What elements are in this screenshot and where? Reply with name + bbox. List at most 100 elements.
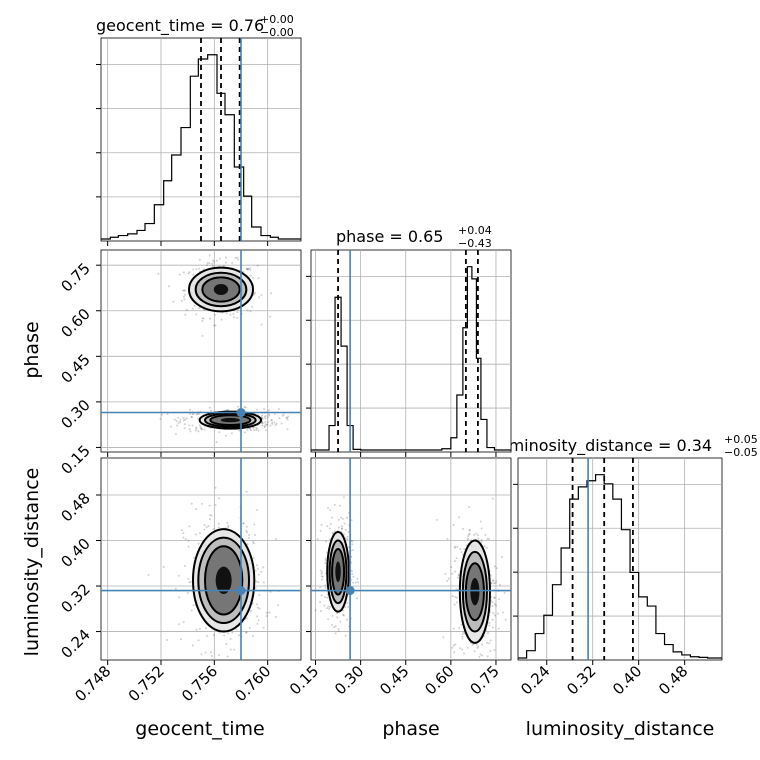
- density-core: [220, 417, 240, 423]
- sample-point: [180, 300, 183, 303]
- sample-point: [251, 276, 254, 279]
- sample-point: [319, 610, 322, 613]
- sample-point: [193, 304, 196, 307]
- sample-point: [256, 622, 259, 625]
- sample-point: [276, 604, 279, 607]
- sample-point: [320, 572, 323, 575]
- sample-point: [217, 497, 220, 500]
- sample-point: [245, 529, 248, 532]
- sample-point: [220, 318, 223, 321]
- sample-point: [486, 641, 489, 644]
- sample-point: [258, 296, 261, 299]
- sample-point: [231, 261, 234, 264]
- sample-point: [480, 527, 483, 530]
- xlabel-luminosity-distance: luminosity_distance: [526, 718, 715, 740]
- sample-point: [352, 581, 355, 584]
- sample-point: [262, 626, 265, 629]
- sample-point: [197, 639, 200, 642]
- sample-point: [209, 409, 212, 412]
- sample-point: [187, 272, 190, 275]
- sample-point: [457, 574, 460, 577]
- sample-point: [324, 562, 327, 565]
- sample-point: [264, 417, 267, 420]
- sample-point: [189, 430, 192, 433]
- sample-point: [333, 530, 336, 533]
- sample-point: [286, 428, 289, 431]
- sample-point: [244, 406, 247, 409]
- sample-point: [245, 525, 248, 528]
- sample-point: [442, 636, 445, 639]
- sample-point: [249, 429, 252, 432]
- sample-point: [451, 572, 454, 575]
- contour-line: [188, 266, 254, 313]
- contour-line: [194, 271, 248, 308]
- x-ticklabel-luminosity_distance: 0.40: [609, 662, 645, 698]
- sample-point: [249, 310, 252, 313]
- sample-point: [451, 646, 454, 649]
- sample-point: [159, 417, 162, 420]
- sample-point: [251, 540, 254, 543]
- sample-point: [466, 646, 469, 649]
- sample-point: [487, 631, 490, 634]
- sample-point: [195, 313, 198, 316]
- sample-point: [495, 567, 498, 570]
- sample-point: [205, 526, 208, 529]
- sample-point: [217, 526, 220, 529]
- sample-point: [203, 528, 206, 531]
- contour-line: [209, 414, 252, 426]
- sample-point: [468, 532, 471, 535]
- sample-point: [184, 313, 187, 316]
- sample-point: [453, 545, 456, 548]
- sample-point: [356, 577, 359, 580]
- y-ticklabel-luminosity_distance: 0.24: [57, 626, 93, 662]
- sample-point: [452, 644, 455, 647]
- y-ticklabel-phase: 0.60: [57, 305, 93, 341]
- sample-point: [226, 661, 228, 663]
- x-ticklabel-geocent_time: 0.748: [71, 662, 114, 705]
- sample-point: [229, 313, 232, 316]
- sample-point: [460, 623, 463, 626]
- sample-point: [450, 566, 453, 569]
- sample-point: [286, 416, 289, 419]
- sample-point: [260, 570, 263, 573]
- sample-point: [203, 524, 206, 527]
- sample-point: [265, 614, 268, 617]
- sample-point: [331, 614, 334, 617]
- sample-point: [188, 525, 191, 528]
- sample-point: [190, 609, 193, 612]
- y-ticklabel-luminosity_distance: 0.40: [57, 535, 93, 571]
- sample-point: [340, 527, 343, 530]
- sample-point: [192, 604, 195, 607]
- sample-point: [352, 575, 355, 578]
- x-gridlines: [315, 250, 497, 452]
- sample-point: [188, 424, 191, 427]
- sample-point: [183, 423, 186, 426]
- sample-point: [467, 535, 470, 538]
- sample-point: [254, 533, 257, 536]
- sample-point: [489, 574, 492, 577]
- sample-point: [340, 527, 343, 530]
- sample-point: [160, 413, 163, 416]
- sample-point: [182, 271, 185, 274]
- sample-point: [491, 497, 494, 500]
- sample-point: [346, 516, 349, 519]
- sample-point: [174, 433, 177, 436]
- sample-point: [251, 305, 254, 308]
- sample-point: [473, 533, 476, 536]
- sample-point: [273, 421, 276, 424]
- sample-point: [257, 619, 260, 622]
- sample-point: [225, 643, 228, 646]
- sample-point: [189, 580, 192, 583]
- sample-point: [248, 626, 251, 629]
- sample-point: [194, 429, 197, 432]
- sample-point: [275, 538, 278, 541]
- contour-line: [464, 562, 485, 622]
- title-phase-main: phase = 0.65: [336, 227, 443, 246]
- sample-point: [187, 539, 190, 542]
- sample-point: [261, 414, 264, 417]
- sample-point: [435, 518, 438, 521]
- sample-point: [246, 429, 249, 432]
- sample-point: [195, 427, 198, 430]
- sample-point: [226, 521, 229, 524]
- sample-point: [195, 628, 198, 631]
